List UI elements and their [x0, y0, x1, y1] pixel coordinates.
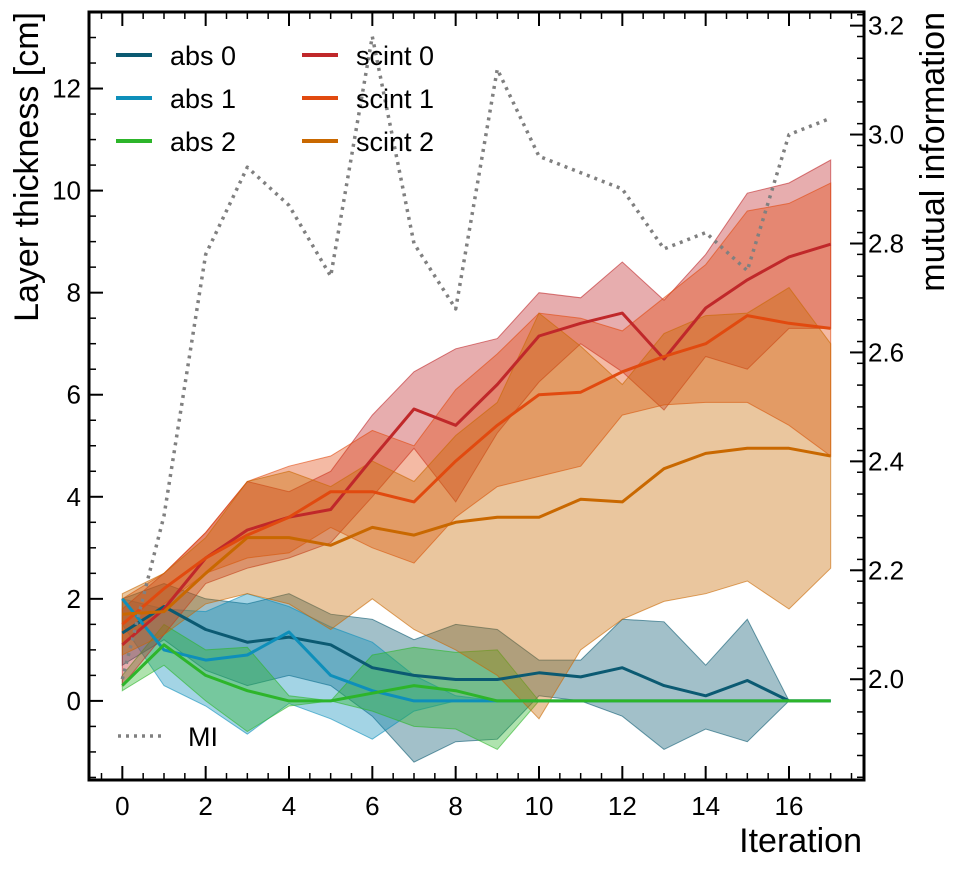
y2-tick-label: 3.2	[868, 11, 904, 41]
series-lines	[120, 34, 832, 703]
x-axis-title: Iteration	[739, 822, 862, 860]
x-tick-label: 6	[365, 791, 379, 821]
y2-tick-label: 2.6	[868, 337, 904, 367]
legend-label: abs 0	[170, 41, 236, 71]
x-tick-label: 8	[448, 791, 462, 821]
band-scint-2	[121, 286, 832, 720]
x-tick-label: 16	[775, 791, 804, 821]
y2-tick-label: 2.2	[868, 555, 904, 585]
y2-tick-label: 2.0	[868, 664, 904, 694]
y-tick-label: 4	[67, 482, 81, 512]
y2-tick-label: 2.8	[868, 228, 904, 258]
y2-tick-label: 3.0	[868, 120, 904, 150]
legend-label: abs 2	[170, 127, 236, 157]
line-scint-0	[121, 242, 832, 646]
line-abs-0	[121, 605, 831, 703]
x-tick-label: 12	[608, 791, 637, 821]
x-tick-label: 10	[525, 791, 554, 821]
legend: abs 0 abs 1 abs 2 scint 0 scint 1 scint 2 MI	[116, 41, 434, 752]
y-axis-title: Layer thickness [cm]	[8, 12, 46, 322]
y-tick-label: 12	[52, 74, 81, 104]
legend-label: scint 0	[356, 41, 434, 71]
line-scint-2	[122, 446, 831, 616]
x-tick-label: 0	[115, 791, 129, 821]
x-tick-label: 2	[198, 791, 212, 821]
legend-label-mi: MI	[188, 722, 218, 752]
plot-frame	[87, 10, 866, 782]
y-tick-label: 2	[67, 584, 81, 614]
legend-label: scint 1	[356, 84, 434, 114]
line-mi	[120, 34, 832, 680]
y-tick-label: 0	[67, 686, 81, 716]
legend-label: abs 1	[170, 84, 236, 114]
legend-label: scint 2	[356, 127, 434, 157]
x-tick-label: 14	[691, 791, 720, 821]
y2-tick-label: 2.4	[868, 446, 904, 476]
line-abs-2	[121, 643, 831, 703]
y-tick-label: 6	[67, 380, 81, 410]
y2-axis-title: mutual information	[914, 12, 952, 292]
x-tick-label: 4	[282, 791, 296, 821]
line-scint-1	[121, 314, 831, 626]
uncertainty-bands	[121, 159, 832, 763]
y-tick-label: 10	[52, 176, 81, 206]
y-tick-label: 8	[67, 278, 81, 308]
